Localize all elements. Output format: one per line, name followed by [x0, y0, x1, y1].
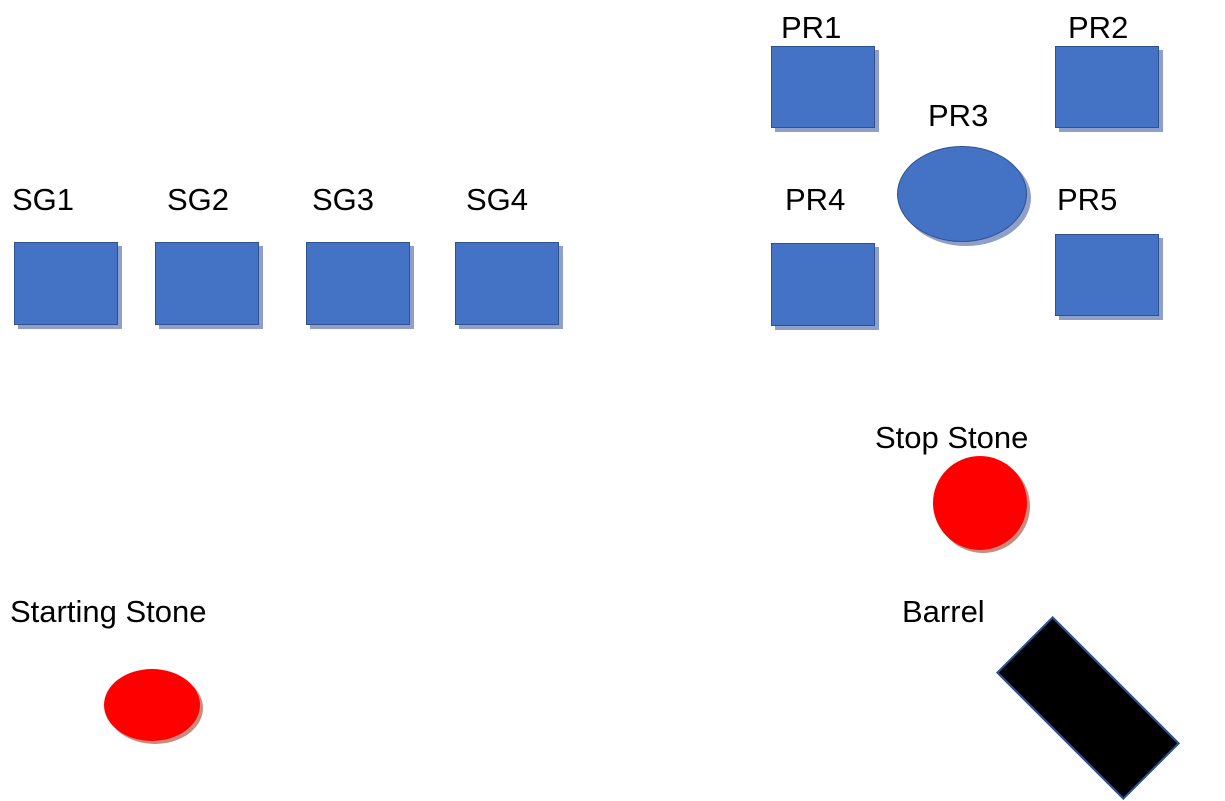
- pr1-box: [771, 46, 875, 128]
- sg1-box: [14, 242, 118, 325]
- starting-stone-label: Starting Stone: [10, 594, 207, 629]
- sg3-label: SG3: [312, 182, 375, 217]
- sg3-box: [306, 242, 410, 325]
- sg1-label: SG1: [12, 182, 75, 217]
- pr5-label: PR5: [1057, 182, 1118, 217]
- sg2-label: SG2: [167, 182, 230, 217]
- pr4-label: PR4: [785, 182, 846, 217]
- stop-stone-circle: [933, 456, 1027, 550]
- sg4-box: [455, 242, 559, 325]
- sg2-box: [155, 242, 259, 325]
- pr1-label: PR1: [781, 10, 842, 45]
- barrel-label: Barrel: [902, 594, 985, 629]
- stop-stone-label: Stop Stone: [875, 420, 1029, 455]
- starting-stone-circle: [104, 669, 200, 741]
- pr2-label: PR2: [1068, 10, 1129, 45]
- pr3-label: PR3: [928, 98, 989, 133]
- sg4-label: SG4: [466, 182, 529, 217]
- pr4-box: [771, 243, 875, 326]
- pr5-box: [1055, 234, 1159, 316]
- barrel-shape: [996, 616, 1180, 800]
- pr3-oval: [897, 146, 1027, 242]
- pr2-box: [1055, 46, 1159, 128]
